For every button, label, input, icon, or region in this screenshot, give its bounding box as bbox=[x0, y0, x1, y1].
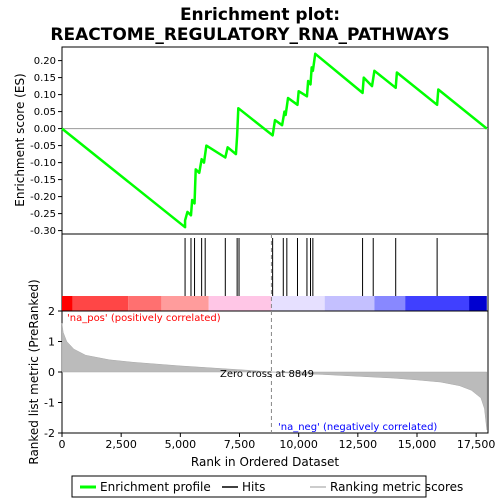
legend: Enrichment profile Hits Ranking metric sco… bbox=[71, 475, 463, 498]
es-frame bbox=[61, 46, 489, 235]
es-tick-label: -0.15 bbox=[30, 175, 56, 186]
rank-x-tick-label: 5,000 bbox=[165, 438, 197, 451]
rank-x-tick-label: 17,500 bbox=[457, 438, 496, 451]
hits-panel bbox=[61, 233, 489, 312]
color-bar-segment bbox=[72, 296, 129, 311]
rank-y-tick-label: -2 bbox=[44, 427, 55, 440]
rank-x-tick-label: 0 bbox=[59, 438, 66, 451]
legend-frame bbox=[71, 475, 427, 498]
es-tick-label: 0.05 bbox=[34, 107, 56, 118]
es-tick-label: -0.20 bbox=[30, 192, 56, 203]
es-tick-label: -0.05 bbox=[30, 141, 56, 152]
color-bar-segment bbox=[271, 296, 325, 311]
rank-y-tick-label: 0 bbox=[48, 366, 55, 379]
rank-y-tick-label: 1 bbox=[48, 336, 55, 349]
zero-cross-label: Zero cross at 8849 bbox=[220, 369, 314, 380]
es-tick-label: 0.10 bbox=[34, 90, 56, 101]
enrichment-profile-line bbox=[61, 52, 488, 229]
color-bar-segment bbox=[324, 296, 375, 311]
es-tick-label: -0.25 bbox=[30, 209, 56, 220]
color-bar-segment bbox=[469, 296, 487, 311]
rank-x-tick-label: 7,500 bbox=[224, 438, 256, 451]
legend-label: Enrichment profile bbox=[100, 480, 211, 494]
pos-label: 'na_pos' (positively correlated) bbox=[67, 313, 221, 324]
legend-label: Hits bbox=[242, 480, 265, 494]
rank-ylabel: Ranked list metric (PreRanked) bbox=[27, 279, 41, 464]
rank-x-tick-label: 12,500 bbox=[339, 438, 378, 451]
rank-x-tick-label: 2,500 bbox=[105, 438, 137, 451]
color-bar-segment bbox=[161, 296, 209, 311]
ranking-metric-area bbox=[61, 323, 488, 430]
rank-panel: 2 1 0 -1 -2 0 2,500 5,000 7,500 10,000 12,500 15,00… bbox=[44, 234, 495, 451]
color-bar-segment bbox=[128, 296, 162, 311]
es-tick-label: 0.00 bbox=[34, 124, 56, 135]
legend-label: Ranking metric scores bbox=[330, 480, 463, 494]
es-panel: 0.20 0.15 0.10 0.05 0.00 -0.05 -0.10 -0.15 -0.20… bbox=[30, 46, 489, 237]
rank-y-tick-label: 2 bbox=[48, 305, 55, 318]
es-tick-label: 0.20 bbox=[34, 56, 56, 67]
rank-x-tick-label: 10,000 bbox=[279, 438, 318, 451]
es-tick-label: -0.30 bbox=[30, 226, 56, 237]
color-bar-segment bbox=[374, 296, 406, 311]
es-tick-label: -0.10 bbox=[30, 158, 56, 169]
es-ylabel: Enrichment score (ES) bbox=[13, 73, 27, 206]
chart-subtitle: REACTOME_REGULATORY_RNA_PATHWAYS bbox=[50, 25, 449, 45]
chart-title: Enrichment plot: bbox=[180, 5, 340, 25]
neg-label: 'na_neg' (negatively correlated) bbox=[278, 422, 437, 433]
rank-y-tick-label: -1 bbox=[44, 397, 55, 410]
color-bar-segment bbox=[62, 296, 73, 311]
es-tick-label: 0.15 bbox=[34, 73, 56, 84]
color-bar-segment bbox=[208, 296, 272, 311]
rank-xlabel: Rank in Ordered Dataset bbox=[191, 455, 339, 469]
color-bar-segment bbox=[405, 296, 470, 311]
rank-x-tick-label: 15,000 bbox=[398, 438, 437, 451]
